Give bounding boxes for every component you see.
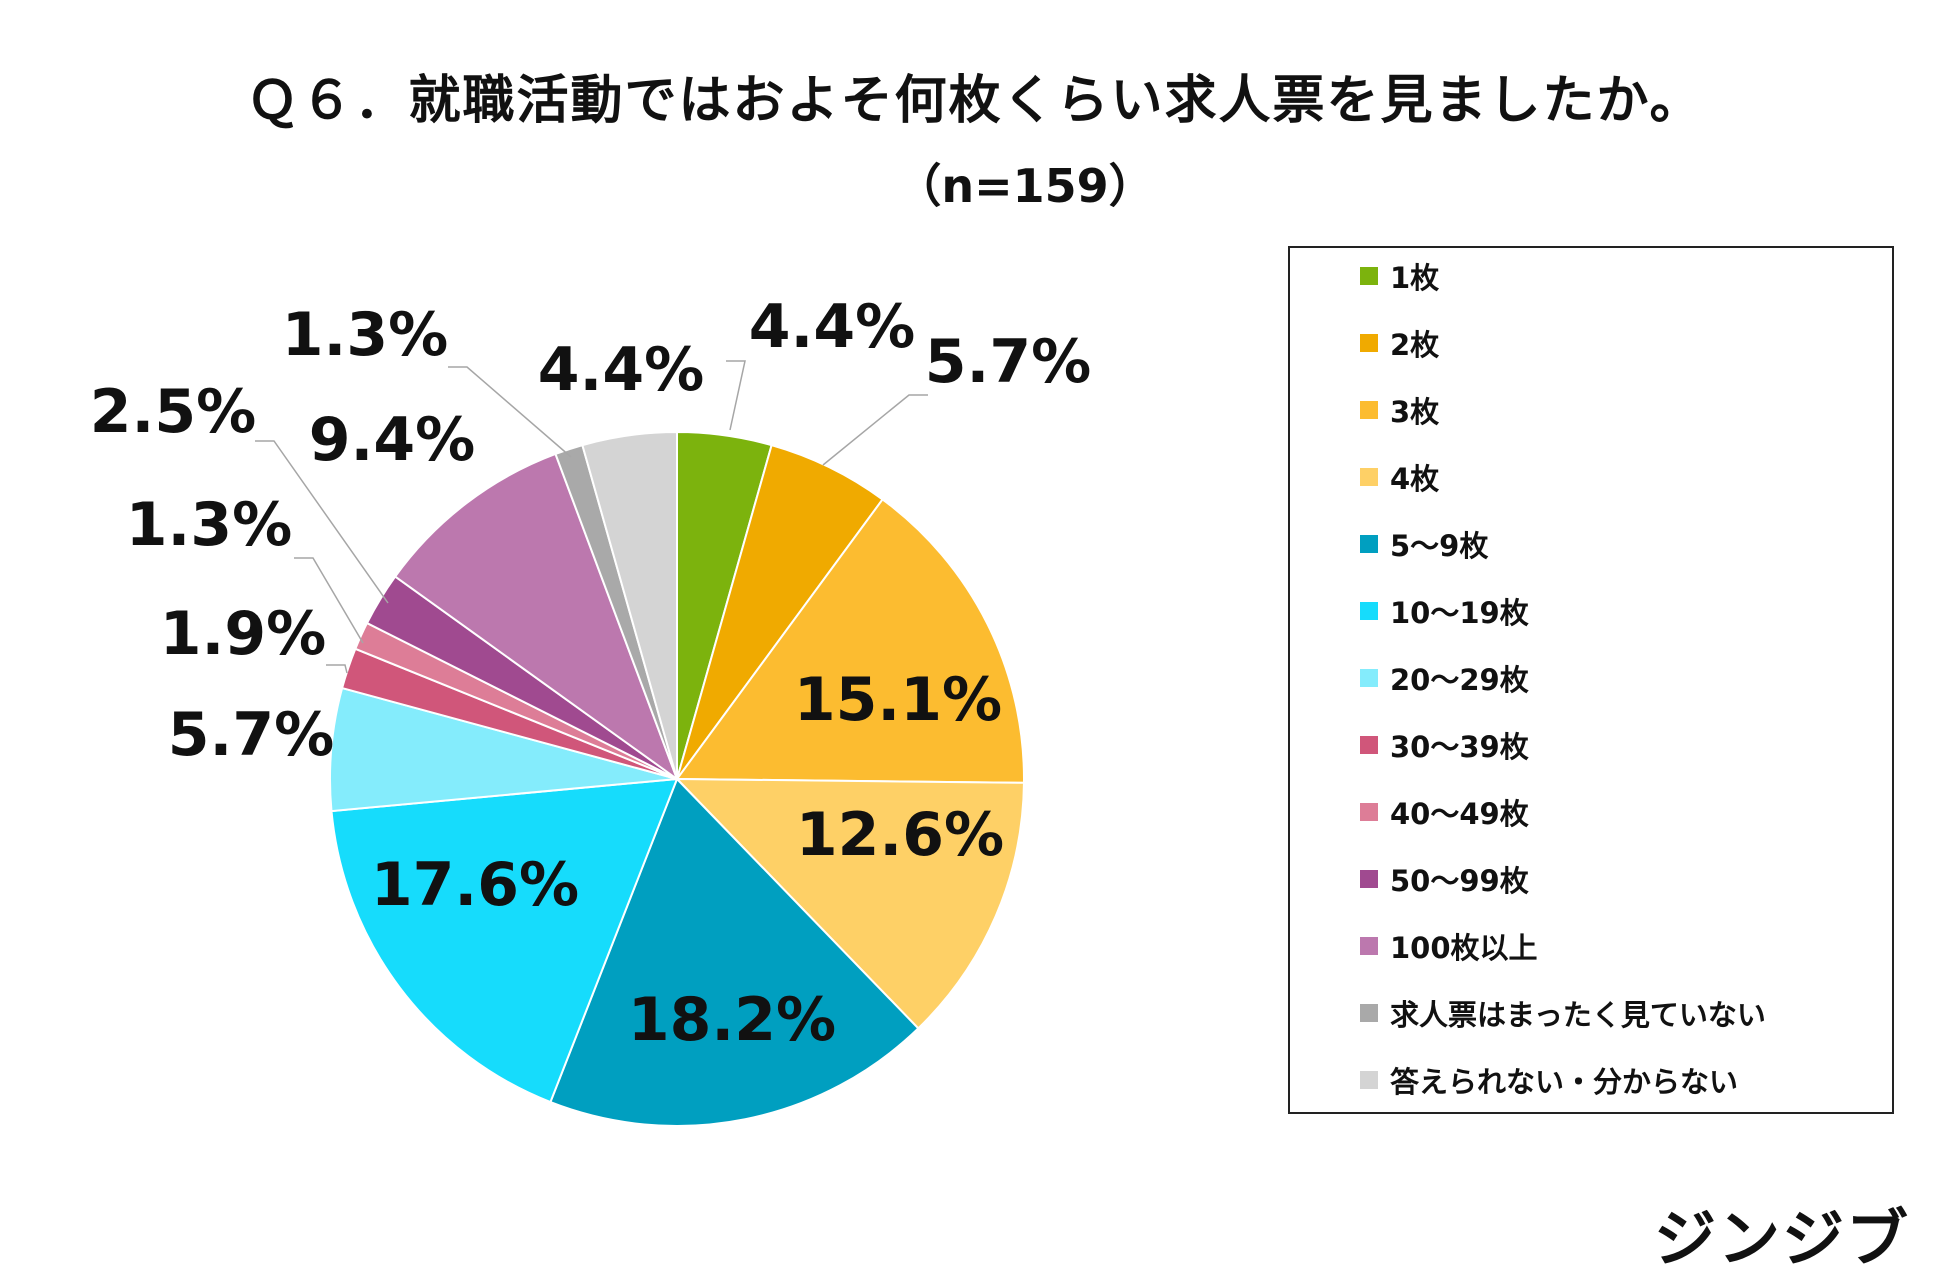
legend-label: 20〜29枚 <box>1390 663 1529 697</box>
legend-swatch <box>1360 870 1378 888</box>
data-label: 5.7% <box>168 700 334 770</box>
pie-slice <box>581 430 678 780</box>
legend-swatch <box>1360 334 1378 352</box>
legend-swatch <box>1360 1004 1378 1022</box>
legend-swatch <box>1360 535 1378 553</box>
pie-slice <box>674 777 1025 1030</box>
data-label: 12.6% <box>796 800 1004 870</box>
data-label: 4.4% <box>749 292 915 362</box>
legend-item: 40〜49枚 <box>1360 792 1529 832</box>
data-label: 1.9% <box>160 599 326 669</box>
legend-swatch <box>1360 602 1378 620</box>
data-label: 1.3% <box>126 490 292 560</box>
pie-slice <box>675 498 1025 784</box>
legend-label: 40〜49枚 <box>1390 797 1529 831</box>
data-label: 4.4% <box>538 335 704 405</box>
brand-logo: ジンジブ <box>1653 1202 1910 1275</box>
legend-item: 30〜39枚 <box>1360 725 1529 765</box>
leader-line <box>822 394 928 466</box>
legend-swatch <box>1360 468 1378 486</box>
legend: 1枚 2枚 3枚 4枚 5〜9枚 10〜19枚 20〜29枚 30〜39枚 40〜49枚 50〜9… <box>1288 246 1894 1114</box>
legend-swatch <box>1360 937 1378 955</box>
leader-line <box>448 366 572 458</box>
legend-label: 1枚 <box>1390 261 1440 295</box>
legend-item: 求人票はまったく見ていない <box>1360 993 1766 1033</box>
legend-label: 5〜9枚 <box>1390 529 1489 563</box>
legend-label: 30〜39枚 <box>1390 730 1529 764</box>
legend-item: 答えられない・分からない <box>1360 1060 1738 1100</box>
legend-swatch <box>1360 669 1378 687</box>
pie-slice <box>330 777 679 1104</box>
pie-slice <box>393 452 680 782</box>
legend-label: 4枚 <box>1390 462 1440 496</box>
data-label: 17.6% <box>371 850 579 920</box>
data-label: 2.5% <box>90 377 256 447</box>
legend-swatch <box>1360 736 1378 754</box>
legend-label: 答えられない・分からない <box>1390 1065 1739 1099</box>
data-label: 15.1% <box>794 665 1002 735</box>
legend-item: 50〜99枚 <box>1360 859 1529 899</box>
data-label: 18.2% <box>628 985 836 1055</box>
legend-item: 2枚 <box>1360 323 1439 363</box>
legend-label: 100枚以上 <box>1390 931 1538 965</box>
data-label: 5.7% <box>925 327 1091 397</box>
legend-label: 2枚 <box>1390 328 1440 362</box>
chart-subtitle: （n=159） <box>895 159 1155 213</box>
legend-label: 求人票はまったく見ていない <box>1390 998 1766 1032</box>
data-label: 1.3% <box>282 300 448 370</box>
legend-swatch <box>1360 267 1378 285</box>
leader-line <box>726 360 746 431</box>
legend-swatch <box>1360 803 1378 821</box>
legend-item: 10〜19枚 <box>1360 591 1529 631</box>
legend-label: 10〜19枚 <box>1390 596 1529 630</box>
leader-line <box>326 664 348 674</box>
legend-label: 50〜99枚 <box>1390 864 1529 898</box>
legend-item: 20〜29枚 <box>1360 658 1529 698</box>
legend-item: 3枚 <box>1360 390 1439 430</box>
legend-item: 4枚 <box>1360 457 1439 497</box>
legend-swatch <box>1360 401 1378 419</box>
legend-item: 5〜9枚 <box>1360 524 1488 564</box>
legend-swatch <box>1360 1071 1378 1089</box>
legend-item: 100枚以上 <box>1360 926 1538 966</box>
data-label: 9.4% <box>309 405 475 475</box>
legend-label: 3枚 <box>1390 395 1440 429</box>
leader-line <box>294 557 364 644</box>
leader-line <box>255 440 389 604</box>
legend-item: 1枚 <box>1360 256 1439 296</box>
chart-title: Ｑ６．就職活動ではおよそ何枚くらい求人票を見ましたか。 <box>246 71 1704 131</box>
pie-slice <box>549 777 920 1127</box>
